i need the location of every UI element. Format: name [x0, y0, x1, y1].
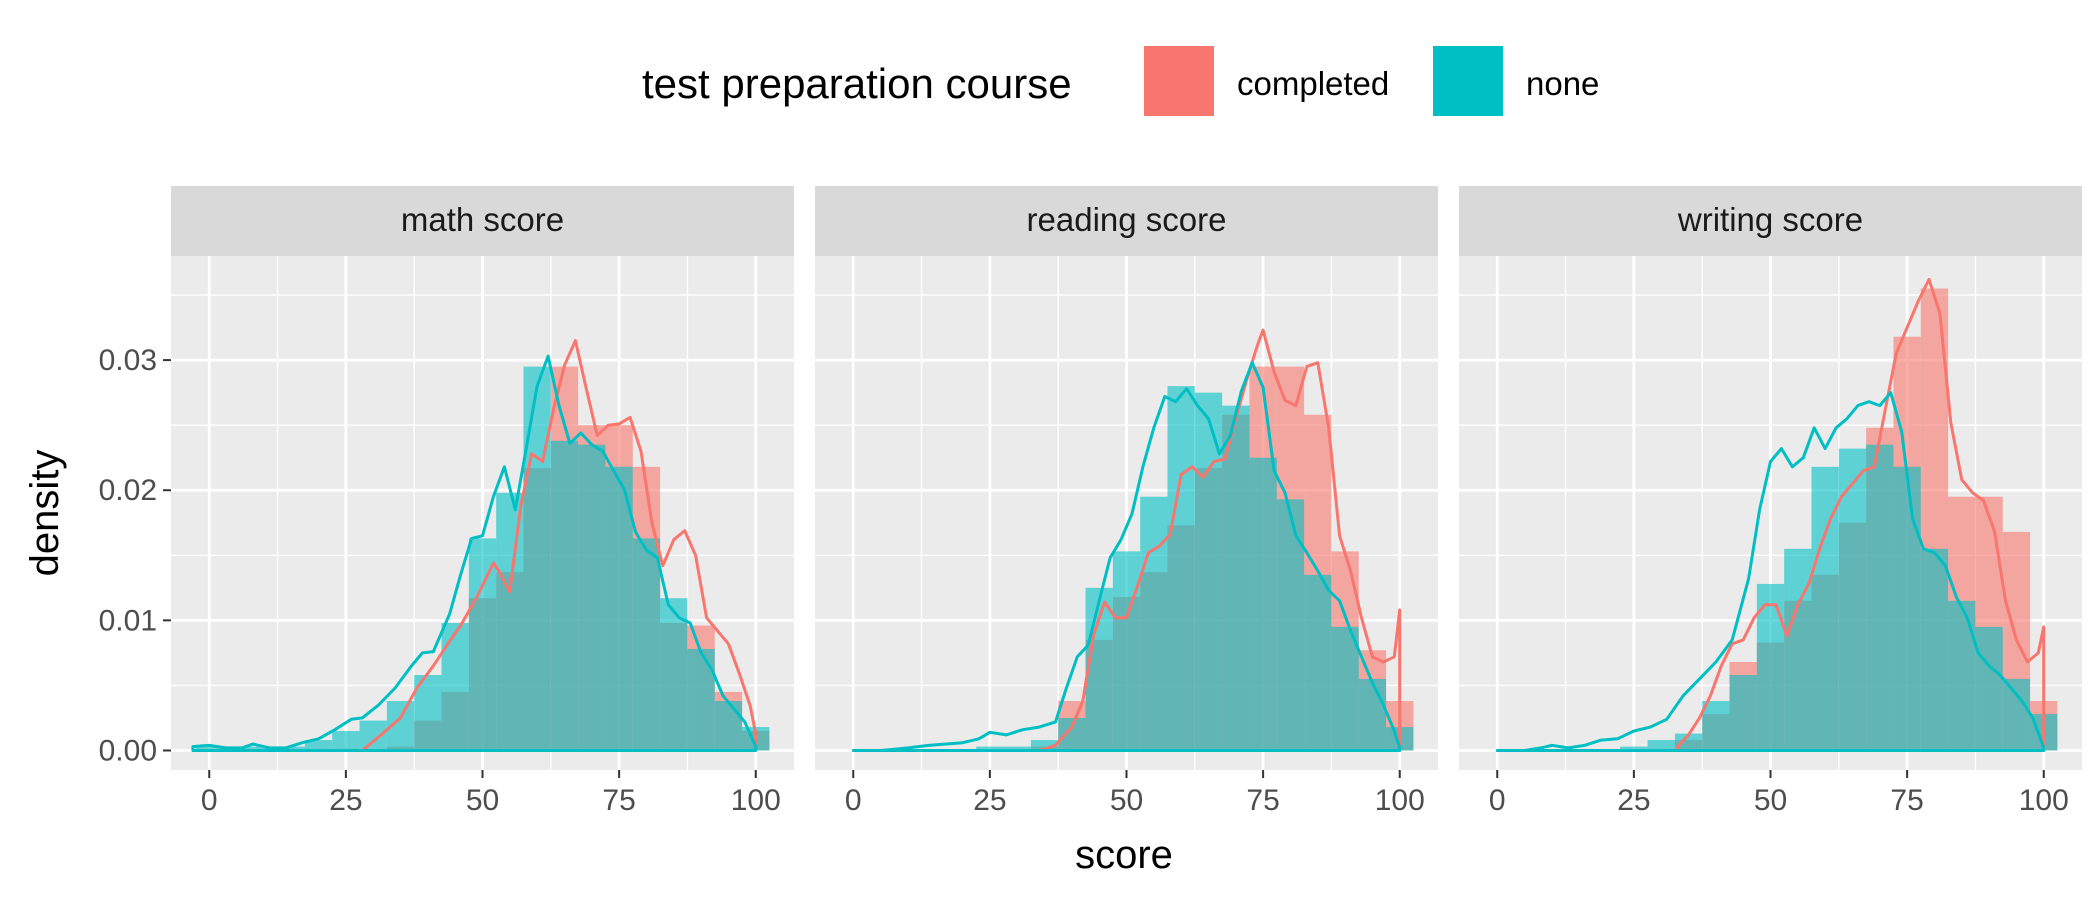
histogram-bar [1085, 587, 1113, 751]
histogram-bar [1112, 551, 1141, 751]
x-tick-label: 0 [1489, 784, 1506, 817]
y-axis: 0.00 0.01 0.02 0.03 [99, 344, 171, 767]
legend-label-completed: completed [1237, 65, 1389, 102]
density-curve-none [191, 354, 758, 752]
histogram-bar [687, 648, 715, 751]
x-tick-label: 50 [1110, 784, 1143, 817]
histogram-bar [1647, 740, 1675, 751]
x-tick-label: 0 [845, 784, 862, 817]
facet-panels: math score 0 25 50 75 100 0.00 0.01 0.02 0.03 read… [99, 186, 2082, 817]
histogram-bar [1304, 574, 1332, 751]
facet-panel-3: writing score 0 25 50 75 100 [1459, 186, 2082, 817]
histogram-bar [714, 701, 743, 751]
density-curve-completed [360, 339, 758, 752]
histogram-bar [1702, 701, 1730, 751]
x-tick-label: 75 [1246, 784, 1279, 817]
histogram-bar [523, 366, 551, 751]
histogram-bar [1249, 457, 1277, 751]
x-axis: 0 25 50 75 100 [845, 770, 1425, 817]
histogram-bar [578, 444, 606, 751]
histogram-bar [1674, 733, 1703, 751]
facet-panel-1: math score 0 25 50 75 100 0.00 0.01 0.02 0.03 [99, 186, 794, 817]
density-curve-none [1495, 391, 2046, 752]
x-tick-label: 25 [973, 784, 1006, 817]
histogram-bar [550, 440, 579, 751]
histogram-bar [1920, 548, 1949, 751]
legend-title: test preparation course [642, 60, 1072, 107]
density-curve-completed [1676, 277, 2046, 752]
histogram-bar [1331, 626, 1359, 751]
histogram-bar [1003, 746, 1031, 751]
histogram-bar [1167, 386, 1195, 751]
histogram-bar [1729, 675, 1757, 751]
histogram-bar [605, 466, 633, 751]
histogram-bar [1866, 444, 1894, 751]
y-tick-label: 0.00 [99, 734, 157, 767]
histogram-bar [976, 746, 1004, 751]
y-tick-label: 0.02 [99, 474, 157, 507]
histogram-bar [1030, 740, 1059, 751]
legend: test preparation course completed none [642, 46, 1599, 116]
x-axis: 0 25 50 75 100 [1489, 770, 2069, 817]
histogram-bar [441, 622, 469, 751]
histogram-bar [277, 746, 305, 751]
facet-strip-title: reading score [1027, 201, 1227, 238]
histogram-bar [304, 740, 333, 751]
x-tick-label: 25 [1617, 784, 1650, 817]
y-tick-label: 0.03 [99, 344, 157, 377]
histogram-bar [1276, 499, 1305, 751]
histogram-bar [660, 598, 688, 751]
histogram-bar [250, 746, 278, 751]
x-tick-label: 25 [329, 784, 362, 817]
histogram-none [1620, 444, 2058, 751]
y-axis-title: density [23, 450, 67, 577]
histogram-bar [195, 746, 223, 751]
histogram-bar [496, 492, 524, 751]
x-tick-label: 50 [1754, 784, 1787, 817]
facet-strip [171, 186, 794, 256]
facet-strip-title: writing score [1677, 201, 1863, 238]
histogram-bar [1358, 678, 1387, 751]
legend-key-completed [1144, 46, 1214, 116]
histogram-bar [1948, 600, 1976, 751]
x-tick-label: 100 [1375, 784, 1425, 817]
facet-strip-title: math score [401, 201, 564, 238]
histogram-bar [1620, 746, 1648, 751]
histogram-bar [2002, 678, 2031, 751]
histogram-bar [1975, 626, 2003, 751]
histogram-bar [1058, 717, 1086, 751]
legend-label-none: none [1526, 65, 1599, 102]
histogram-none [976, 386, 1414, 751]
facet-strip [815, 186, 1438, 256]
legend-key-none [1433, 46, 1503, 116]
histogram-bar [1893, 466, 1921, 751]
x-tick-label: 50 [466, 784, 499, 817]
histogram-bar [1140, 496, 1168, 751]
y-tick-label: 0.01 [99, 604, 157, 637]
histogram-bar [359, 720, 387, 751]
x-tick-label: 100 [2019, 784, 2069, 817]
x-axis-title: score [1075, 833, 1173, 877]
x-tick-label: 75 [602, 784, 635, 817]
histogram-bar [1838, 448, 1867, 751]
histogram-bar [1784, 548, 1812, 751]
x-tick-label: 100 [731, 784, 781, 817]
x-tick-label: 75 [1890, 784, 1923, 817]
histogram-bar [468, 538, 497, 751]
density-curve-completed [1037, 328, 1402, 752]
facet-strip [1459, 186, 2082, 256]
facet-panel-2: reading score 0 25 50 75 100 [815, 186, 1438, 817]
histogram-bar [632, 538, 661, 751]
histogram-bar [1222, 405, 1250, 751]
x-tick-label: 0 [201, 784, 218, 817]
x-axis: 0 25 50 75 100 [201, 770, 781, 817]
histogram-bar [332, 730, 360, 751]
density-curve-none [851, 361, 1402, 752]
